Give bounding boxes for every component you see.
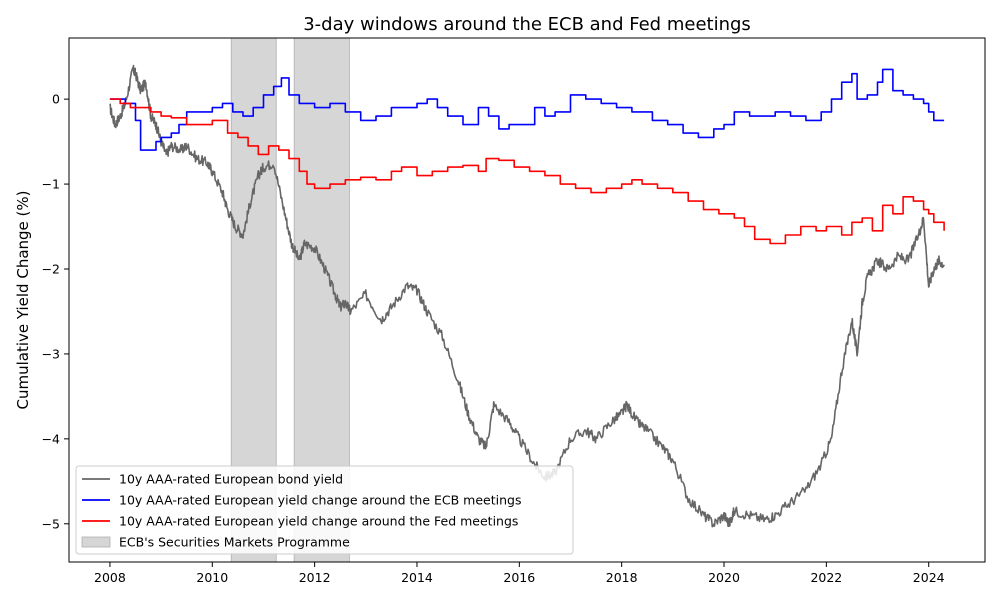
x-tick-label-5: 2018 [606,570,638,585]
legend-label-2: 10y AAA-rated European yield change arou… [119,514,518,529]
plot-frame [68,37,986,563]
series-line-1 [109,68,945,151]
y-axis-label: Cumulative Yield Change (%) [14,190,32,409]
y-tick-label-5: −5 [42,516,60,531]
legend-label-1: 10y AAA-rated European yield change arou… [119,493,521,508]
series-line-0 [109,64,945,528]
x-tick-label-0: 2008 [94,570,126,585]
x-tick-label-6: 2020 [708,570,740,585]
legend-label-3: ECB's Securities Markets Programme [119,535,350,550]
x-tick-label-2: 2012 [299,570,331,585]
x-tick-label-8: 2024 [913,570,945,585]
chart-title: 3-day windows around the ECB and Fed mee… [303,14,751,35]
legend-box [75,465,574,555]
legend: 10y AAA-rated European bond yield 10y AAA… [75,465,574,555]
y-tick-label-2: −2 [42,262,60,277]
y-tick-label-1: −1 [42,177,60,192]
y-tick-label-3: −3 [42,346,60,361]
x-tick-label-1: 2010 [196,570,228,585]
legend-label-0: 10y AAA-rated European bond yield [119,472,343,487]
x-tick-label-4: 2016 [503,570,535,585]
y-tick-label-4: −4 [42,431,60,446]
x-tick-label-7: 2022 [810,570,842,585]
legend-patch-3 [81,536,111,548]
y-tick-label-0: 0 [52,92,60,107]
x-tick-label-3: 2014 [401,570,433,585]
series-line-2 [109,98,945,245]
